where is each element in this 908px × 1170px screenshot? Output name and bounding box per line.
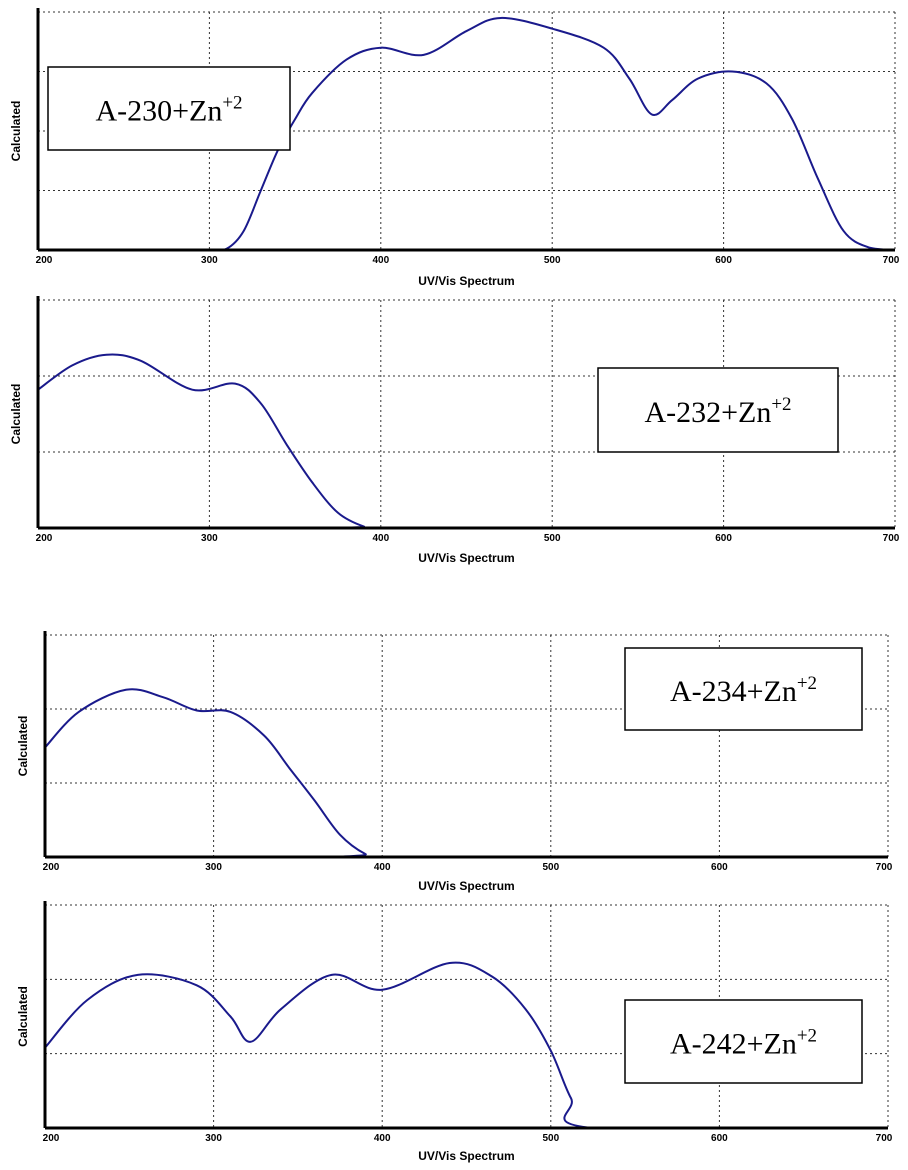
x-axis-label: UV/Vis Spectrum xyxy=(418,551,514,565)
x-tick-label: 200 xyxy=(43,1133,60,1144)
x-axis-label: UV/Vis Spectrum xyxy=(418,879,514,893)
annotation-text: A-230+Zn xyxy=(95,95,222,128)
x-tick-label: 600 xyxy=(711,1133,728,1144)
x-tick-label: 300 xyxy=(201,533,218,544)
x-tick-label: 600 xyxy=(715,533,732,544)
x-tick-label: 600 xyxy=(711,862,728,873)
x-axis-label: UV/Vis Spectrum xyxy=(418,1149,514,1163)
x-tick-label: 700 xyxy=(876,862,893,873)
annotation: A-242+Zn+2 xyxy=(670,1026,817,1061)
x-tick-label: 600 xyxy=(715,255,732,266)
x-tick-label: 700 xyxy=(883,255,900,266)
y-axis-label: Calculated xyxy=(16,716,30,777)
x-tick-label: 300 xyxy=(201,255,218,266)
annotation-superscript: +2 xyxy=(797,1026,817,1047)
page: {"chart_data": [ {"type": "line", "x_lab… xyxy=(0,0,908,1170)
annotation-text: A-232+Zn xyxy=(644,396,771,429)
figure: 200 300 400 500 600 700 UV/Vis Spectrum Calcula… xyxy=(0,0,908,1170)
x-tick-label: 400 xyxy=(374,1133,391,1144)
annotation: A-234+Zn+2 xyxy=(670,673,817,708)
y-axis-label: Calculated xyxy=(9,101,23,162)
x-tick-label: 300 xyxy=(205,862,222,873)
x-tick-label: 400 xyxy=(372,533,389,544)
annotation: A-230+Zn+2 xyxy=(95,93,242,128)
x-tick-label: 700 xyxy=(876,1133,893,1144)
x-tick-label: 400 xyxy=(374,862,391,873)
y-axis-label: Calculated xyxy=(9,384,23,445)
annotation: A-232+Zn+2 xyxy=(644,394,791,429)
x-tick-label: 500 xyxy=(542,1133,559,1144)
x-tick-label: 200 xyxy=(43,862,60,873)
x-axis-label: UV/Vis Spectrum xyxy=(418,274,514,288)
annotation-superscript: +2 xyxy=(222,93,242,114)
x-tick-label: 500 xyxy=(544,255,561,266)
x-tick-label: 300 xyxy=(205,1133,222,1144)
x-tick-label: 500 xyxy=(544,533,561,544)
x-tick-label: 400 xyxy=(372,255,389,266)
x-tick-label: 500 xyxy=(542,862,559,873)
annotation-superscript: +2 xyxy=(797,673,817,694)
x-tick-label: 700 xyxy=(883,533,900,544)
annotation-text: A-242+Zn xyxy=(670,1028,797,1061)
x-tick-label: 200 xyxy=(36,533,53,544)
annotation-text: A-234+Zn xyxy=(670,675,797,708)
y-axis-label: Calculated xyxy=(16,986,30,1047)
annotation-superscript: +2 xyxy=(771,394,791,415)
x-tick-label: 200 xyxy=(36,255,53,266)
